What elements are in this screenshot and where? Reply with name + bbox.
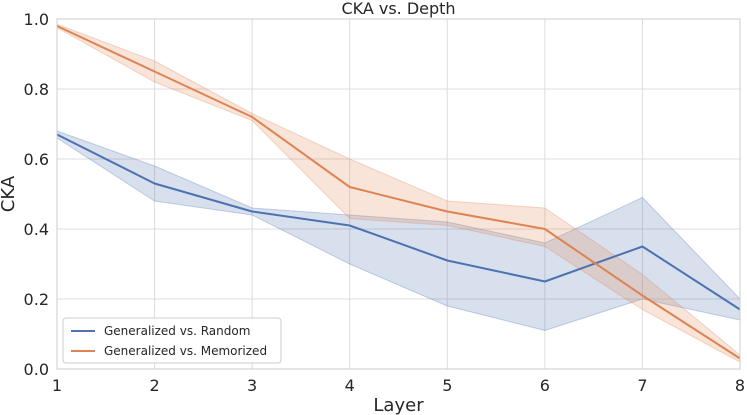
x-tick-label: 5 xyxy=(442,376,452,395)
y-tick-label: 0.4 xyxy=(24,220,49,239)
x-tick-label: 2 xyxy=(149,376,159,395)
legend-label-2: Generalized vs. Memorized xyxy=(104,344,267,358)
legend-box xyxy=(62,317,282,364)
x-tick-label: 1 xyxy=(52,376,62,395)
y-tick-label: 0.2 xyxy=(24,290,49,309)
y-tick-label: 0.6 xyxy=(24,150,49,169)
plot-frame xyxy=(56,18,741,370)
x-axis-label: Layer xyxy=(373,395,424,415)
y-axis-label: CKA xyxy=(0,175,19,212)
y-tick-label: 0.8 xyxy=(24,80,49,99)
chart-title: CKA vs. Depth xyxy=(341,0,455,18)
legend: Generalized vs. Random Generalized vs. Me… xyxy=(62,317,282,364)
series-line-1 xyxy=(56,133,741,311)
x-tick-label: 3 xyxy=(247,376,257,395)
legend-label-1: Generalized vs. Random xyxy=(104,324,250,338)
y-tick-label: 0.0 xyxy=(24,360,49,379)
x-tick-label: 8 xyxy=(735,376,745,395)
x-tick-label: 6 xyxy=(540,376,550,395)
x-tick-label: 4 xyxy=(345,376,355,395)
series-line-2 xyxy=(56,25,741,360)
x-tick-label: 7 xyxy=(637,376,647,395)
y-tick-label: 1.0 xyxy=(24,10,49,29)
